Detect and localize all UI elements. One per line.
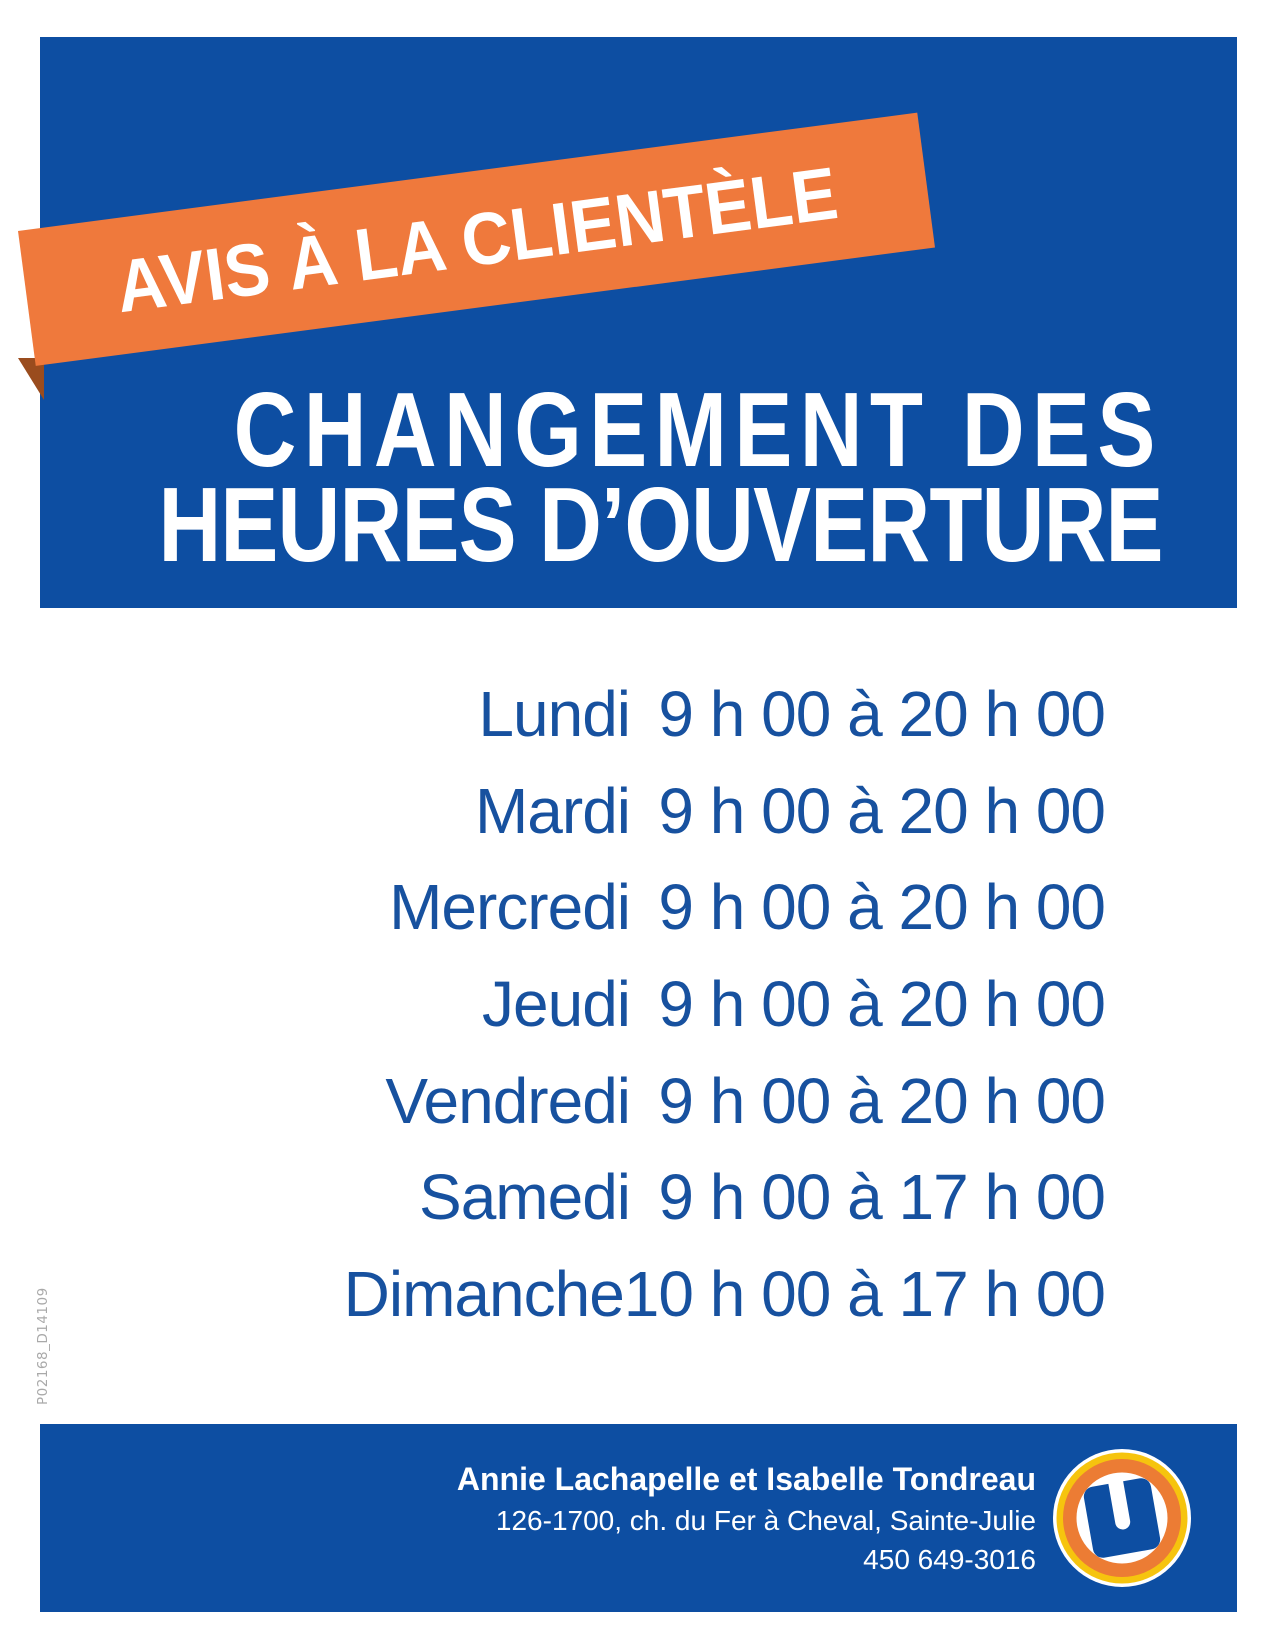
schedule-day: Lundi bbox=[478, 678, 631, 751]
contact-info: Annie Lachapelle et Isabelle Tondreau 12… bbox=[457, 1461, 1036, 1576]
schedule-day: Samedi bbox=[419, 1161, 631, 1234]
title-line-2: HEURES D’OUVERTURE bbox=[158, 466, 1164, 584]
owner-names: Annie Lachapelle et Isabelle Tondreau bbox=[456, 1460, 1036, 1497]
schedule-hours: 9 h 00 à 20 h 00 bbox=[658, 774, 1106, 847]
schedule-day: Mardi bbox=[474, 774, 631, 847]
schedule-row: Mardi 9 h 00 à 20 h 00 bbox=[40, 763, 1106, 860]
schedule-hours: 9 h 00 à 20 h 00 bbox=[658, 871, 1106, 944]
schedule-hours: 10 h 00 à 17 h 00 bbox=[623, 1257, 1106, 1330]
schedule-day: Mercredi bbox=[389, 871, 631, 944]
schedule-row: Jeudi 9 h 00 à 20 h 00 bbox=[40, 956, 1106, 1053]
schedule-hours: 9 h 00 à 20 h 00 bbox=[658, 968, 1106, 1041]
schedule-hours: 9 h 00 à 17 h 00 bbox=[658, 1161, 1106, 1234]
footer-bar: Annie Lachapelle et Isabelle Tondreau 12… bbox=[40, 1424, 1237, 1612]
schedule-row: Mercredi 9 h 00 à 20 h 00 bbox=[40, 859, 1106, 956]
schedule-row: Dimanche 10 h 00 à 17 h 00 bbox=[40, 1246, 1106, 1343]
schedule-hours: 9 h 00 à 20 h 00 bbox=[658, 678, 1106, 751]
schedule-row: Lundi 9 h 00 à 20 h 00 bbox=[40, 666, 1106, 763]
logo-u-icon bbox=[1053, 1449, 1191, 1587]
uniprix-logo bbox=[1052, 1448, 1192, 1588]
poster-title: CHANGEMENT DES HEURES D’OUVERTURE bbox=[0, 371, 1164, 584]
schedule-day: Vendredi bbox=[385, 1064, 631, 1137]
schedule-hours: 9 h 00 à 20 h 00 bbox=[658, 1064, 1106, 1137]
schedule-day: Jeudi bbox=[482, 968, 631, 1041]
store-phone: 450 649-3016 bbox=[863, 1543, 1036, 1575]
schedule-table: Lundi 9 h 00 à 20 h 00 Mardi 9 h 00 à 20 h … bbox=[40, 666, 1106, 1343]
store-address: 126-1700, ch. du Fer à Cheval, Sainte-Ju… bbox=[495, 1504, 1036, 1536]
schedule-row: Vendredi 9 h 00 à 20 h 00 bbox=[40, 1052, 1106, 1149]
title-line-1: CHANGEMENT DES bbox=[233, 371, 1163, 489]
schedule-row: Samedi 9 h 00 à 17 h 00 bbox=[40, 1149, 1106, 1246]
schedule-day: Dimanche bbox=[343, 1257, 625, 1330]
